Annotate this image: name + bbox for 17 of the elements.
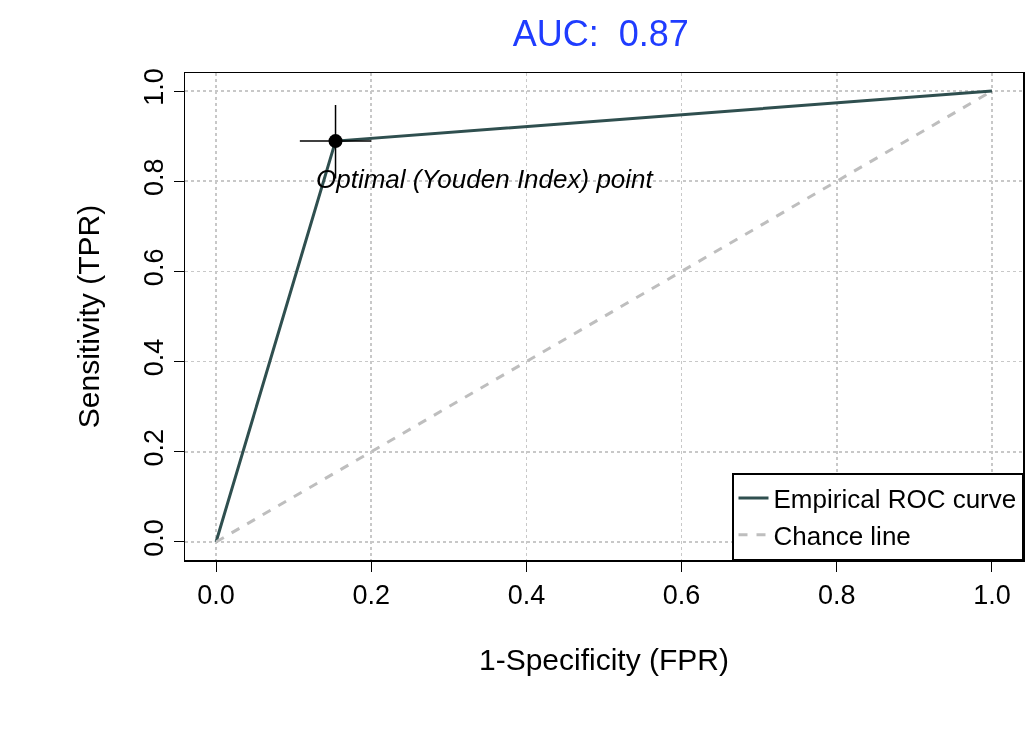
x-tick-label: 0.2 (352, 579, 390, 610)
legend-label: Chance line (773, 520, 911, 551)
x-axis-title: 1-Specificity (FPR) (478, 643, 730, 677)
x-tick-label: 0.0 (197, 579, 235, 610)
chart-title: AUC: 0.87 (512, 12, 689, 54)
x-tick-label: 1.0 (973, 579, 1011, 610)
x-tick-label: 0.8 (818, 579, 856, 610)
y-tick-label: 0.4 (138, 338, 169, 377)
y-tick-label: 0.8 (138, 158, 169, 196)
y-tick-label: 0.0 (138, 519, 169, 557)
y-axis-title: Sensitivity (TPR) (71, 204, 105, 429)
y-tick-label: 0.2 (138, 428, 169, 467)
x-tick-label: 0.6 (662, 579, 701, 610)
y-tick-label: 1.0 (138, 68, 169, 106)
legend-label: Empirical ROC curve (773, 484, 1017, 515)
x-tick-label: 0.4 (507, 579, 546, 610)
y-tick-label: 0.6 (138, 248, 169, 287)
